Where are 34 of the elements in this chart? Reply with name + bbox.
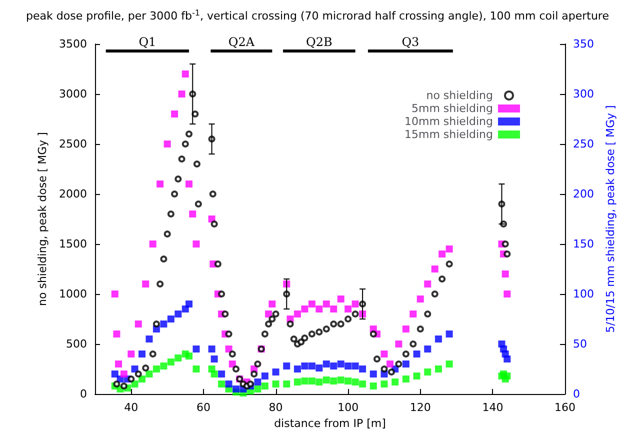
series-label: Q1: [138, 35, 156, 49]
x-tick-label: 160: [554, 401, 576, 414]
x-tick-label: 60: [196, 401, 210, 414]
y-tick-label: 2500: [59, 138, 87, 150]
series-label: Q3: [402, 35, 420, 49]
y-tick-label: 0: [80, 388, 87, 400]
y2-tick-label: 350: [573, 38, 594, 50]
y-tick-label: 500: [66, 338, 87, 350]
y2-axis-title: 5/10/15 mm shielding, peak dose [ MGy ]: [604, 105, 617, 333]
y2-tick-label: 0: [573, 388, 580, 400]
y-tick-label: 2000: [59, 188, 87, 200]
y-tick-label: 3000: [59, 88, 87, 100]
y2-tick-label: 250: [573, 138, 594, 150]
y2-tick-label: 200: [573, 188, 594, 200]
x-tick-label: 100: [338, 401, 359, 414]
legend-label: no shielding: [426, 89, 493, 102]
x-tick-label: 40: [124, 401, 138, 414]
x-tick-label: 120: [410, 401, 431, 414]
x-tick-label: 140: [482, 401, 504, 414]
legend-label: 15mm shielding: [404, 128, 493, 141]
y-tick-label: 1000: [59, 288, 87, 300]
series-label: Q2B: [306, 35, 332, 49]
legend-label: 5mm shielding: [411, 102, 493, 115]
y-tick-label: 1500: [59, 238, 87, 250]
series-label: Q2A: [228, 35, 255, 49]
y2-tick-label: 300: [573, 88, 594, 100]
y-tick-label: 3500: [59, 38, 87, 50]
y-axis-title: no shielding, peak dose [ MGy ]: [36, 132, 50, 306]
y2-tick-label: 100: [573, 288, 594, 300]
y2-tick-label: 50: [573, 338, 587, 350]
y2-tick-label: 150: [573, 238, 594, 250]
x-axis-title: distance from IP [m]: [274, 416, 386, 430]
legend-label: 10mm shielding: [404, 115, 493, 128]
x-tick-label: 80: [268, 401, 283, 414]
